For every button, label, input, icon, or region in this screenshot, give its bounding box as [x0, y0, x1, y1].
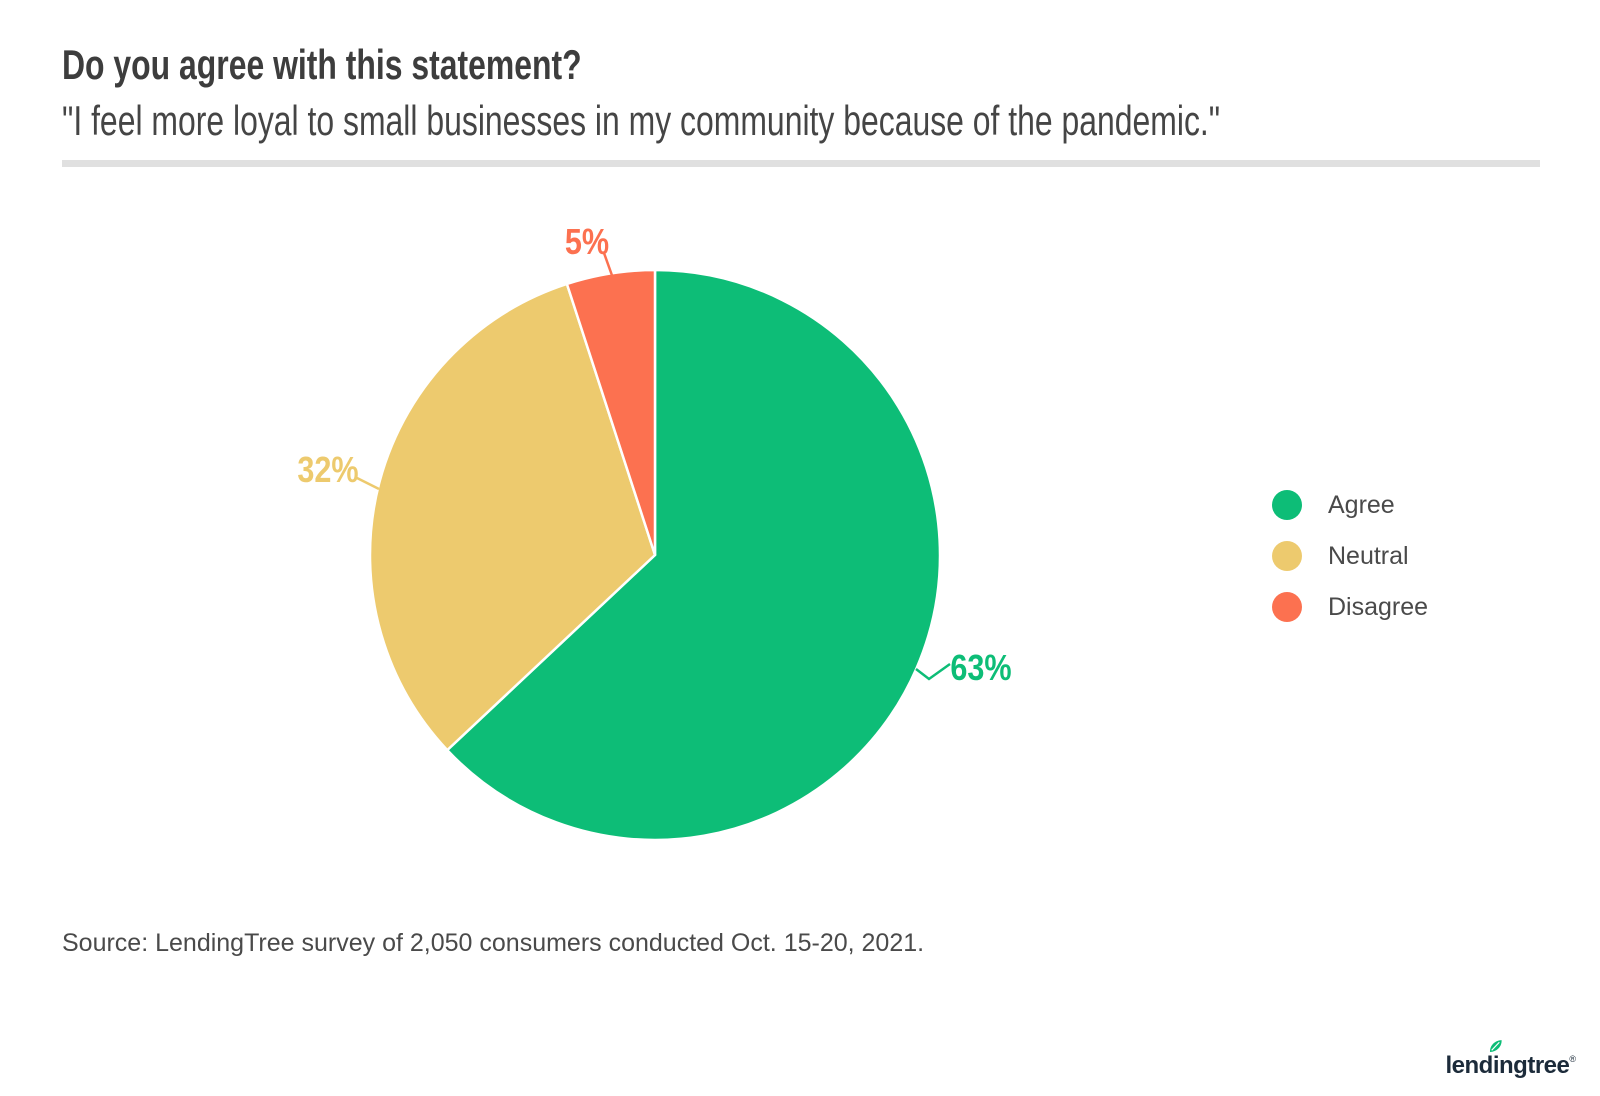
legend-item-disagree: Disagree: [1272, 592, 1428, 622]
slice-value-label-disagree: 5%: [564, 221, 610, 262]
leader-line-neutral: [356, 476, 380, 491]
leader-line-disagree: [602, 252, 616, 282]
legend-item-agree: Agree: [1272, 490, 1428, 520]
registered-mark: ®: [1569, 1054, 1576, 1064]
legend: Agree Neutral Disagree: [1272, 490, 1428, 643]
lendingtree-logo: lendingtree®: [1445, 1040, 1576, 1082]
pie-slice-agree: [445, 268, 942, 842]
legend-item-neutral: Neutral: [1272, 541, 1428, 571]
legend-swatch-disagree: [1272, 592, 1302, 622]
chart-subtitle: "I feel more loyal to small businesses i…: [62, 97, 1221, 144]
legend-label: Disagree: [1328, 592, 1429, 621]
logo-wordmark: lendingtree: [1445, 1052, 1570, 1079]
leader-line-agree: [915, 662, 951, 681]
legend-swatch-neutral: [1272, 541, 1302, 571]
legend-swatch-agree: [1272, 490, 1302, 520]
legend-label: Neutral: [1328, 541, 1409, 570]
slice-value-label-neutral: 32%: [297, 449, 359, 490]
slice-value-label-agree: 63%: [950, 647, 1012, 688]
source-note: Source: LendingTree survey of 2,050 cons…: [62, 929, 925, 957]
leaf-icon: [1489, 1040, 1502, 1053]
pie-slice-neutral: [368, 282, 657, 752]
legend-label: Agree: [1328, 490, 1395, 519]
chart-title: Do you agree with this statement?: [62, 41, 582, 88]
divider: [62, 160, 1540, 167]
